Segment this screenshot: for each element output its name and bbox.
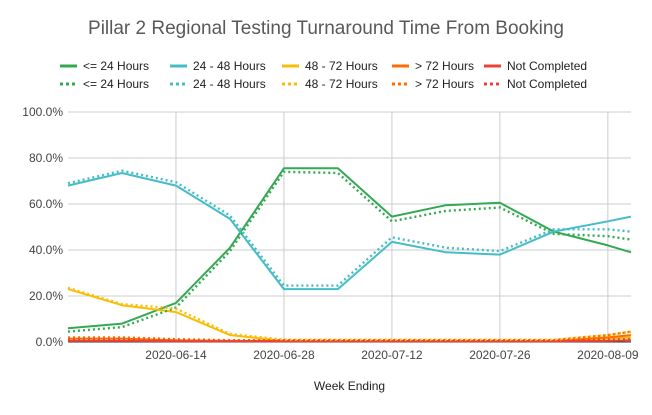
chart-title: Pillar 2 Regional Testing Turnaround Tim…: [88, 18, 564, 39]
legend-label: 24 - 48 Hours: [193, 59, 266, 73]
y-tick-label: 40.0%: [29, 243, 63, 257]
y-tick-label: 80.0%: [29, 151, 63, 165]
series-line-dotted-1: [67, 169, 632, 287]
legend-label: <= 24 Hours: [83, 77, 149, 91]
legend-label: 48 - 72 Hours: [305, 77, 378, 91]
y-tick-label: 0.0%: [36, 335, 64, 349]
legend-label: 48 - 72 Hours: [305, 59, 378, 73]
series-line-dotted-0: [67, 170, 632, 333]
y-tick-label: 20.0%: [29, 289, 63, 303]
series-line-dotted-4: [68, 338, 632, 343]
x-tick-label: 2020-07-12: [361, 348, 423, 362]
legend-label: > 72 Hours: [415, 59, 474, 73]
x-tick-label: 2020-08-09: [577, 348, 639, 362]
series-line-solid-0: [67, 167, 632, 330]
y-tick-label: 60.0%: [29, 197, 63, 211]
legend-label: 24 - 48 Hours: [193, 77, 266, 91]
legend-label: Not Completed: [507, 59, 587, 73]
legend-label: <= 24 Hours: [83, 59, 149, 73]
x-tick-label: 2020-06-14: [145, 348, 207, 362]
x-tick-label: 2020-07-26: [469, 348, 531, 362]
x-tick-label: 2020-06-28: [253, 348, 315, 362]
x-axis-title: Week Ending: [314, 379, 385, 393]
legend-label: > 72 Hours: [415, 77, 474, 91]
legend-label: Not Completed: [507, 77, 587, 91]
series-line-solid-1: [67, 172, 632, 291]
y-tick-label: 100.0%: [22, 105, 63, 119]
